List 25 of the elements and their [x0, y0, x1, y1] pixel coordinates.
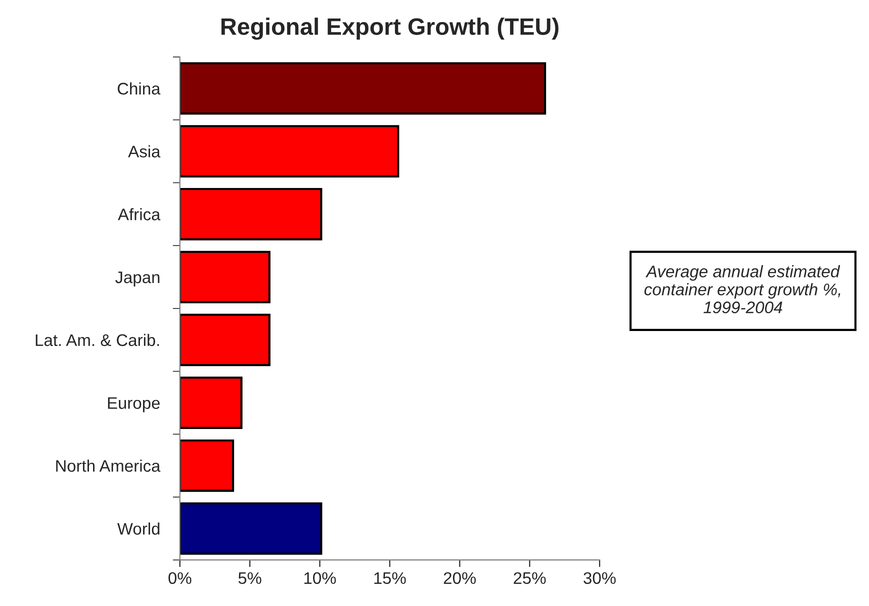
- x-tick-label: 20%: [444, 572, 476, 584]
- bar: [180, 439, 234, 492]
- y-tick-label: Asia: [128, 145, 160, 158]
- x-tick-label: 10%: [304, 572, 336, 584]
- x-tick-label: 30%: [584, 572, 616, 584]
- x-tick-label: 0%: [168, 572, 192, 584]
- bar: [180, 125, 400, 178]
- text: Average annual estimated container export growth %, 1999-2004: [644, 265, 840, 314]
- bar: [180, 250, 270, 304]
- x-tick-label: 15%: [374, 572, 406, 584]
- bar: [180, 188, 322, 240]
- y-tick-label: North America: [56, 460, 160, 472]
- x-tick-label: 5%: [238, 572, 262, 584]
- x-tick-label: 25%: [514, 572, 546, 584]
- y-tick-label: Japan: [115, 272, 160, 287]
- bar: [180, 62, 546, 115]
- chart-title: Regional Export Growth (TEU): [221, 18, 558, 40]
- y-tick-label: China: [118, 82, 160, 95]
- y-tick-label: Africa: [118, 208, 160, 220]
- bar: [180, 502, 322, 555]
- y-tick-label: Europe: [108, 397, 160, 412]
- bar: [180, 314, 270, 366]
- bar: [180, 376, 242, 429]
- y-tick-label: World: [117, 522, 160, 535]
- y-tick-label: Lat. Am. & Carib.: [36, 334, 159, 346]
